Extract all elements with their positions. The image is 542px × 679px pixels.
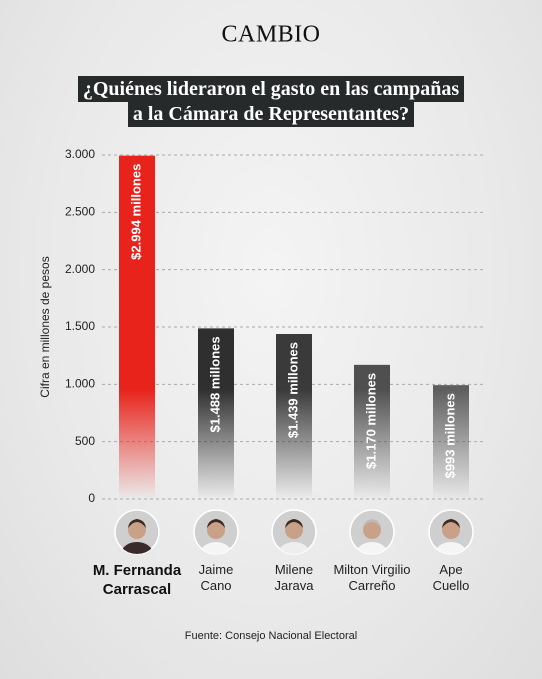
value-label: $1.488 millones bbox=[207, 336, 222, 432]
bar bbox=[354, 364, 390, 499]
photo-hair bbox=[363, 519, 381, 528]
y-tick-label: 2.500 bbox=[65, 205, 95, 219]
photo-hair bbox=[207, 519, 225, 528]
bar bbox=[198, 328, 234, 499]
photos bbox=[114, 509, 474, 555]
y-axis-label: Cifra en millones de pesos bbox=[38, 256, 52, 397]
photo-figure bbox=[435, 519, 467, 554]
y-tick-label: 500 bbox=[75, 434, 95, 448]
y-tick-label: 3.000 bbox=[65, 147, 95, 161]
photo-body bbox=[278, 542, 310, 554]
photo-hair bbox=[285, 519, 303, 528]
title: ¿Quiénes lideraron el gasto en las campa… bbox=[0, 76, 542, 102]
x-tick-label: Jaime Cano bbox=[198, 562, 234, 593]
photo-head bbox=[207, 521, 225, 539]
photo-figure bbox=[200, 519, 232, 554]
y-tick-label: 0 bbox=[88, 491, 95, 505]
photo-body bbox=[435, 542, 467, 554]
photo bbox=[114, 509, 160, 555]
title-line: a la Cámara de Representantes? bbox=[127, 101, 415, 127]
value-label: $993 millones bbox=[442, 393, 457, 478]
photo-body bbox=[356, 542, 388, 554]
value-label: $1.439 millones bbox=[285, 342, 300, 438]
brand: CAMBIO bbox=[221, 22, 320, 48]
photo-figure bbox=[121, 519, 153, 554]
title-line: ¿Quiénes lideraron el gasto en las campa… bbox=[77, 76, 465, 102]
photo-body bbox=[200, 542, 232, 554]
photo-head bbox=[363, 521, 381, 539]
photo-head bbox=[285, 521, 303, 539]
photo bbox=[271, 509, 317, 555]
y-tick-label: 2.000 bbox=[65, 262, 95, 276]
value-label: $1.170 millones bbox=[363, 373, 378, 469]
x-tick-label: Ape Cuello bbox=[432, 562, 470, 593]
y-tick-label: 1.500 bbox=[65, 319, 95, 333]
photo bbox=[349, 509, 395, 555]
photo-body bbox=[121, 542, 153, 554]
photo-figure bbox=[356, 519, 388, 554]
photo bbox=[428, 509, 474, 555]
x-tick-label: Milene Jarava bbox=[274, 562, 314, 593]
value-label: $2.994 millones bbox=[128, 164, 143, 260]
photo bbox=[193, 509, 239, 555]
bar bbox=[433, 385, 469, 499]
photo-hair bbox=[128, 519, 146, 528]
y-tick-label: 1.000 bbox=[65, 377, 95, 391]
bar bbox=[119, 155, 155, 500]
photo-head bbox=[128, 521, 146, 539]
photo-hair bbox=[442, 519, 460, 528]
photo-head bbox=[442, 521, 460, 539]
bar bbox=[276, 333, 312, 499]
title: a la Cámara de Representantes? bbox=[0, 101, 542, 127]
x-tick-label: M. Fernanda Carrascal bbox=[92, 562, 182, 598]
photo-figure bbox=[278, 519, 310, 554]
source: Fuente: Consejo Nacional Electoral bbox=[185, 630, 357, 642]
x-tick-label: Milton Virgilio Carreño bbox=[333, 562, 411, 593]
